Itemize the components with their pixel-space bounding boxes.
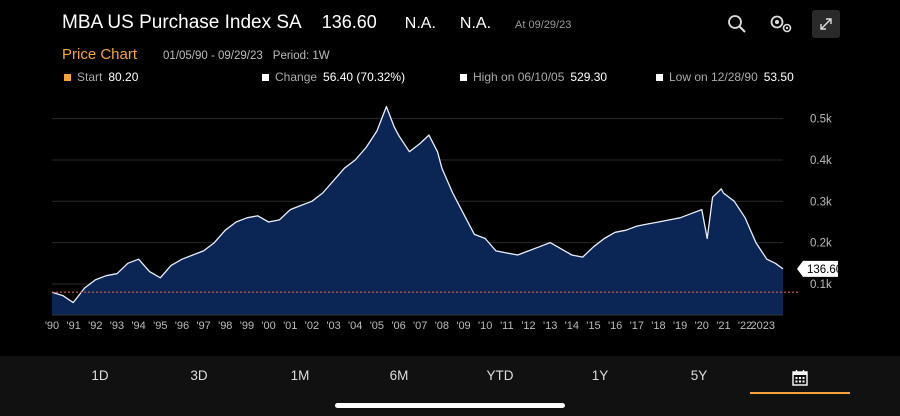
- x-tick-label: '12: [521, 320, 535, 332]
- price-chart-label: Price Chart: [62, 46, 138, 63]
- search-icon[interactable]: [724, 11, 750, 37]
- x-tick-label: '98: [218, 320, 232, 332]
- x-tick-label: '15: [586, 320, 600, 332]
- x-tick-label: '94: [131, 320, 145, 332]
- x-tick-label: '92: [88, 320, 102, 332]
- x-tick-label: '21: [716, 320, 730, 332]
- change-percent: N.A.: [459, 15, 492, 32]
- x-tick-label: '02: [305, 320, 319, 332]
- x-tick-label: '90: [45, 320, 59, 332]
- x-tick-label: '06: [391, 320, 405, 332]
- x-tick-label: '93: [110, 320, 124, 332]
- start-marker-icon: [64, 73, 71, 81]
- high-marker-icon: [460, 73, 467, 81]
- stat-label: High on 06/10/05: [473, 70, 565, 84]
- x-tick-label: '18: [651, 320, 665, 332]
- x-tick-label: '99: [240, 320, 254, 332]
- stat-value: 80.20: [108, 70, 139, 84]
- x-tick-label: '01: [283, 320, 297, 332]
- range-button-1y[interactable]: 1Y: [591, 368, 609, 383]
- low-marker-icon: [656, 73, 663, 81]
- stat-label: Change: [275, 70, 318, 84]
- x-tick-label: '08: [435, 320, 449, 332]
- calendar-button[interactable]: [750, 362, 850, 394]
- stat-value: 53.50: [763, 70, 794, 84]
- x-tick-label: '03: [326, 320, 340, 332]
- x-tick-label: '09: [456, 320, 470, 332]
- range-button-1m[interactable]: 1M: [290, 368, 310, 383]
- x-tick-label: '13: [543, 320, 557, 332]
- date-range: 01/05/90 - 09/29/23: [163, 50, 263, 62]
- x-tick-label: '95: [153, 320, 167, 332]
- series-line: [51, 105, 784, 304]
- x-tick-label: '16: [608, 320, 622, 332]
- range-button-6m[interactable]: 6M: [389, 368, 409, 383]
- x-tick-label: '07: [413, 320, 427, 332]
- range-button-3d[interactable]: 3D: [190, 368, 208, 383]
- x-tick-label: '11: [500, 320, 514, 332]
- range-button-5y[interactable]: 5Y: [690, 368, 708, 383]
- collapse-icon[interactable]: [812, 10, 840, 38]
- x-tick-label: '05: [370, 320, 384, 332]
- settings-icon[interactable]: [768, 11, 794, 37]
- toolbar: [724, 10, 840, 38]
- y-tick-label: 0.2k: [810, 238, 832, 250]
- stat-label: Start: [77, 70, 103, 84]
- change-value: N.A.: [404, 15, 436, 32]
- last-price: 136.60: [321, 12, 377, 32]
- home-indicator: [335, 403, 565, 408]
- range-button-ytd[interactable]: YTD: [486, 368, 514, 383]
- change-marker-icon: [262, 73, 269, 81]
- x-tick-label: '22: [738, 320, 752, 332]
- x-tick-label: '10: [478, 320, 492, 332]
- stat-low: Low on 12/28/90 53.50: [656, 70, 794, 84]
- area-fill: [52, 106, 783, 315]
- stat-value: 56.40 (70.32%): [323, 70, 406, 84]
- x-tick-label: '19: [673, 320, 687, 332]
- x-tick-label: '14: [565, 320, 579, 332]
- x-tick-label: '96: [175, 320, 189, 332]
- security-title: MBA US Purchase Index SA: [62, 12, 302, 33]
- y-tick-label: 0.3k: [810, 196, 832, 208]
- chart-subheader: Price Chart 01/05/90 - 09/29/23 Period: …: [62, 46, 330, 63]
- y-tick-label: 0.4k: [810, 155, 832, 167]
- stat-change: Change 56.40 (70.32%): [262, 70, 405, 84]
- x-tick-label: '04: [348, 320, 362, 332]
- x-tick-label: '20: [695, 320, 709, 332]
- range-button-1d[interactable]: 1D: [91, 368, 109, 383]
- calendar-icon: [792, 369, 808, 386]
- as-of-date: At 09/29/23: [515, 19, 572, 31]
- period: Period: 1W: [272, 50, 330, 62]
- x-tick-label: '97: [196, 320, 210, 332]
- x-tick-label: 2023: [751, 320, 775, 332]
- stats-row: Start 80.20 Change 56.40 (70.32%) High o…: [64, 70, 824, 86]
- price-chart[interactable]: 0.1k 0.2k 0.3k 0.4k 0.5k '90 '91 '92 '93 '94 '95 '9…: [0, 100, 900, 340]
- y-tick-label: 0.1k: [810, 279, 832, 291]
- x-tick-label: '00: [261, 320, 275, 332]
- header: MBA US Purchase Index SA 136.60 N.A. N.A…: [62, 12, 842, 38]
- x-tick-label: '91: [66, 320, 80, 332]
- stat-start: Start 80.20: [64, 70, 138, 84]
- last-value-badge: [797, 260, 838, 277]
- x-tick-label: '17: [630, 320, 644, 332]
- last-value-label: 136.60: [807, 264, 842, 276]
- stat-value: 529.30: [570, 70, 608, 84]
- y-tick-label: 0.5k: [810, 114, 832, 126]
- stat-label: Low on 12/28/90: [669, 70, 758, 84]
- stat-high: High on 06/10/05 529.30: [460, 70, 607, 84]
